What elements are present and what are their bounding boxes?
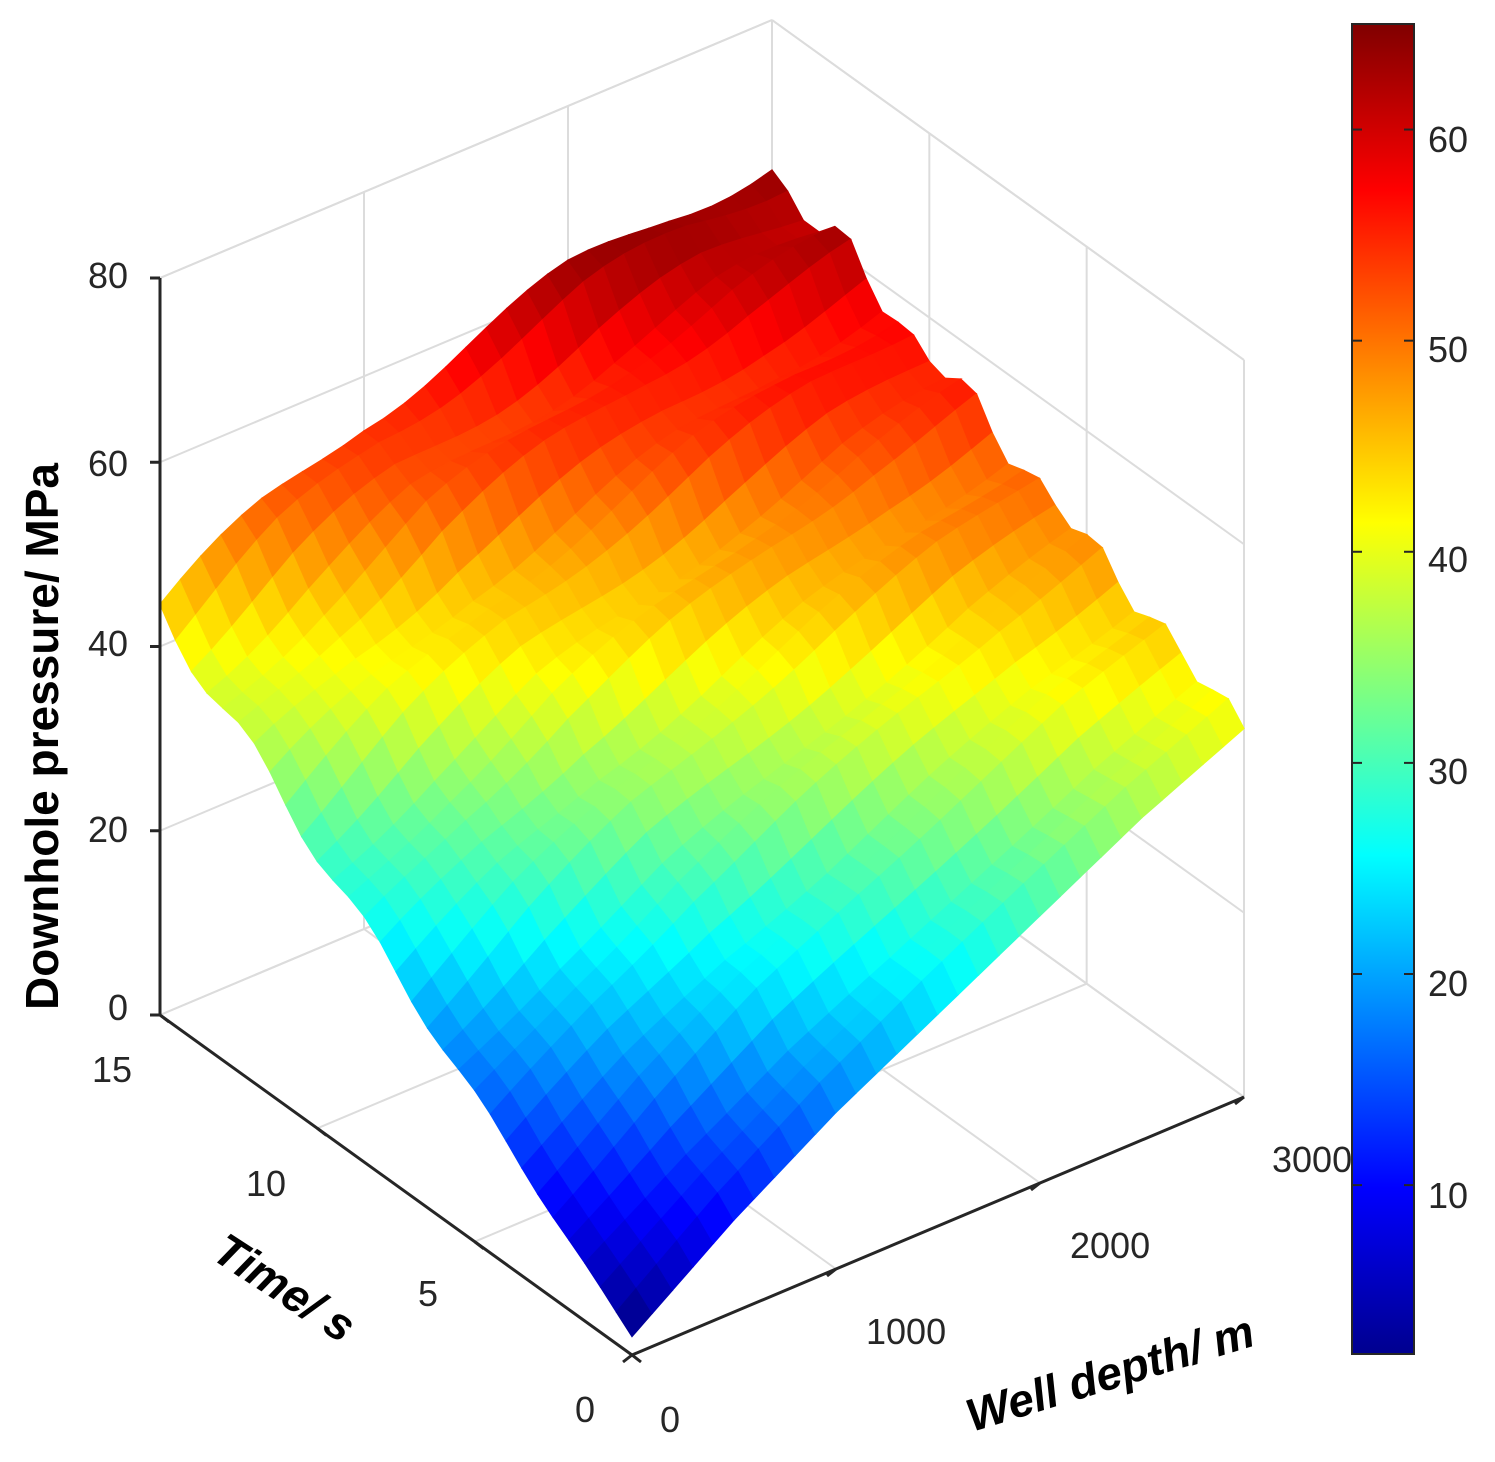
surface-patch	[1207, 697, 1245, 748]
x-tick-label: 3000	[1272, 1139, 1352, 1180]
colorbar-tick-label: 60	[1428, 119, 1468, 160]
x-tick-mark	[1030, 1181, 1041, 1192]
grid-line-z	[159, 19, 773, 279]
y-tick-mark	[159, 1013, 170, 1024]
y-tick-label: 5	[418, 1273, 438, 1314]
x-tick-mark	[622, 1353, 633, 1364]
colorbar-tick-label: 50	[1428, 329, 1468, 370]
y-tick-mark	[316, 1127, 328, 1137]
y-tick-label: 0	[575, 1389, 595, 1430]
surface-layer	[159, 169, 1245, 1338]
y-axis-line	[159, 1013, 633, 1357]
y-tick-mark	[631, 1353, 642, 1364]
axes-layer	[150, 276, 1245, 1364]
colorbar-tick-label: 30	[1428, 751, 1468, 792]
y-tick-labels: 0 5 10 15	[92, 1049, 595, 1430]
x-tick-mark	[1234, 1095, 1245, 1106]
x-tick-mark	[826, 1267, 837, 1278]
colorbar: 10 20 30 40 50 60	[1351, 23, 1468, 1355]
z-tick-label: 20	[88, 809, 128, 850]
colorbar-tick-label: 10	[1428, 1175, 1468, 1216]
y-tick-label: 10	[246, 1163, 286, 1204]
z-axis-title: Downhole pressure/ MPa	[16, 463, 68, 1010]
y-axis-title: Time/ s	[205, 1223, 366, 1352]
x-tick-label: 0	[660, 1399, 680, 1440]
z-tick-labels: 0 20 40 60 80	[88, 255, 128, 1028]
x-tick-labels: 0 1000 2000 3000	[660, 1139, 1352, 1440]
z-tick-label: 80	[88, 255, 128, 296]
y-tick-mark	[473, 1240, 485, 1250]
x-tick-label: 1000	[866, 1311, 946, 1352]
colorbar-gradient	[1351, 23, 1415, 1355]
z-tick-label: 0	[108, 987, 128, 1028]
colorbar-ticks	[1352, 128, 1414, 1187]
x-tick-label: 2000	[1070, 1225, 1150, 1266]
colorbar-tick-label: 20	[1428, 963, 1468, 1004]
colorbar-tick-label: 40	[1428, 539, 1468, 580]
y-tick-label: 15	[92, 1049, 132, 1090]
grid-line-z	[771, 19, 1245, 361]
x-axis-title: Well depth/ m	[960, 1305, 1260, 1442]
z-tick-label: 40	[88, 623, 128, 664]
z-tick-label: 60	[88, 443, 128, 484]
x-axis-line	[631, 1095, 1245, 1357]
